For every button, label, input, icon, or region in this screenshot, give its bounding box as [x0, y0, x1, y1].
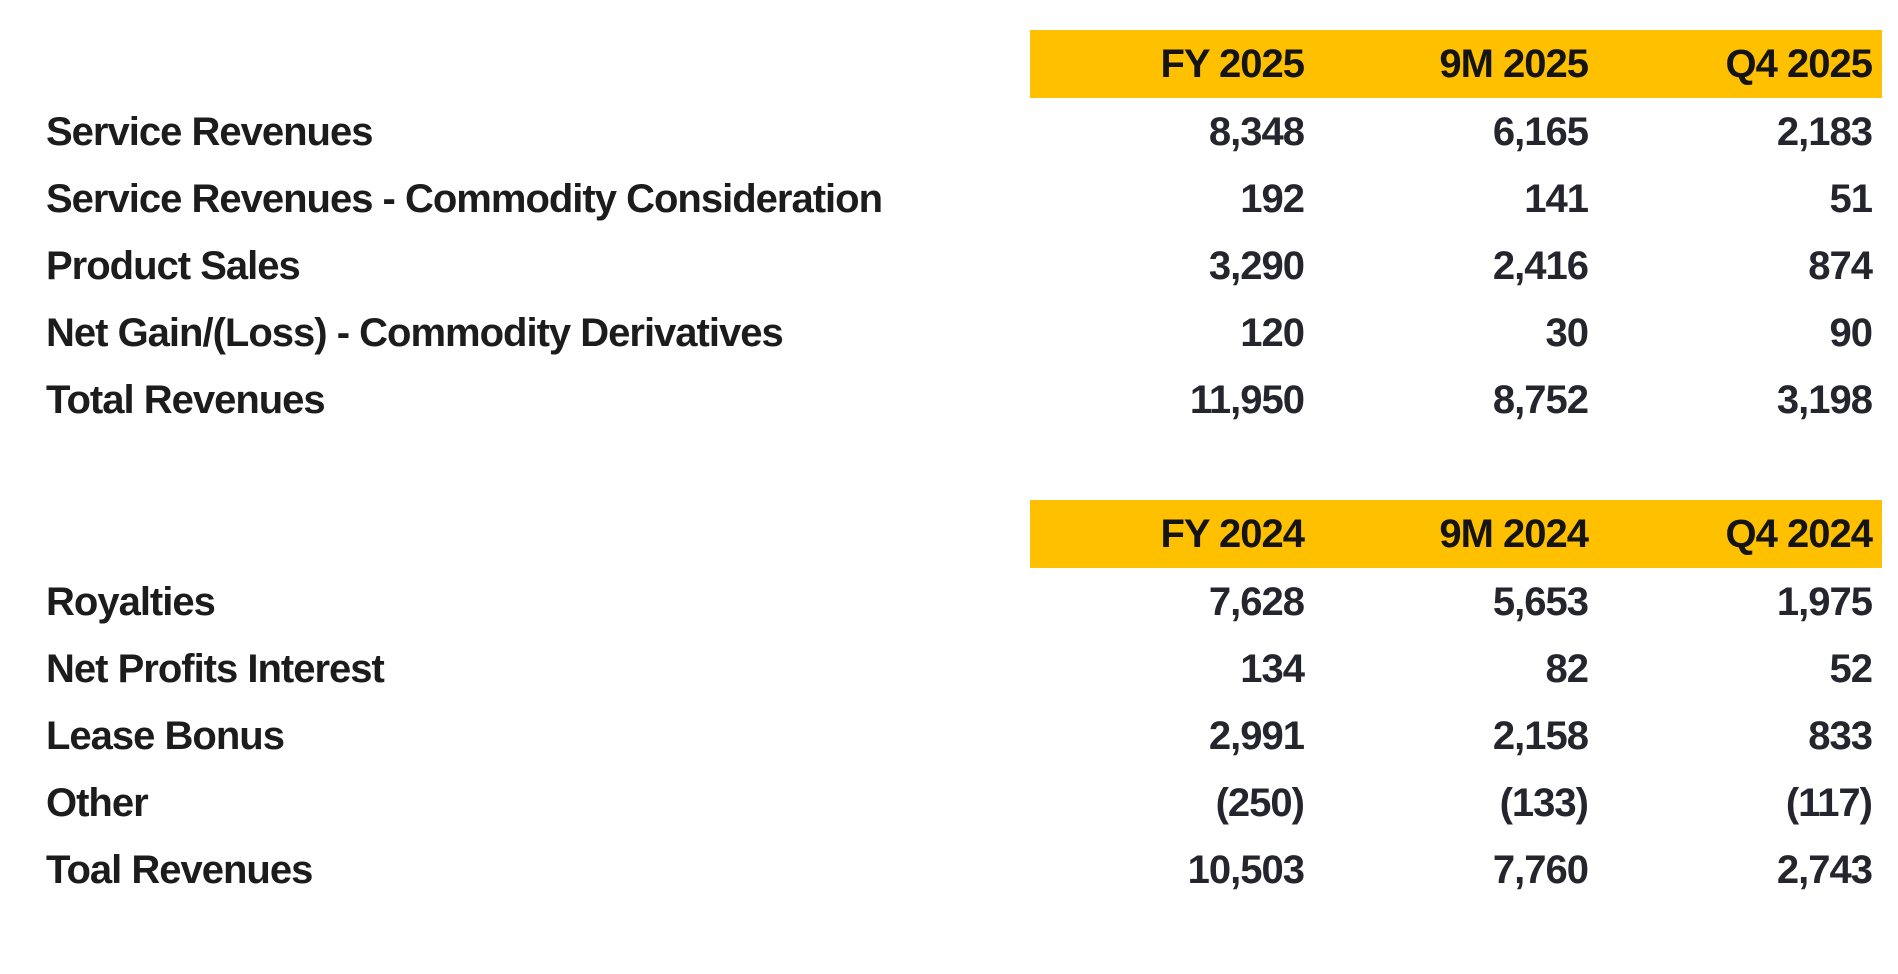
cell-value: 141 — [1524, 176, 1589, 221]
row-label: Lease Bonus — [46, 713, 285, 758]
row-label: Net Profits Interest — [46, 646, 385, 691]
column-header-fy-2025: FY 2025 — [1030, 30, 1314, 98]
cell-value: 1,975 — [1776, 579, 1873, 624]
cell-value: 192 — [1240, 176, 1305, 221]
table-row-total: Toal Revenues 10,503 7,760 2,743 — [46, 836, 1898, 903]
cell-value: 2,183 — [1776, 109, 1873, 154]
table-row: Product Sales 3,290 2,416 874 — [46, 232, 1898, 299]
table-header-row: FY 2025 9M 2025 Q4 2025 — [46, 30, 1898, 98]
table-row: Other (250) (133) (117) — [46, 769, 1898, 836]
row-label: Service Revenues — [46, 109, 373, 154]
column-header-q4-2024: Q4 2024 — [1598, 500, 1882, 568]
cell-value: (133) — [1499, 780, 1589, 825]
cell-value: 51 — [1829, 176, 1874, 221]
row-label: Service Revenues - Commodity Considerati… — [46, 176, 883, 221]
table-gap — [46, 433, 1898, 500]
cell-value: 3,290 — [1208, 243, 1305, 288]
table-header-row: FY 2024 9M 2024 Q4 2024 — [46, 500, 1898, 568]
row-label: Product Sales — [46, 243, 301, 288]
row-label: Royalties — [46, 579, 216, 624]
cell-value: 30 — [1545, 310, 1590, 355]
cell-value: 120 — [1240, 310, 1305, 355]
cell-value: 7,760 — [1492, 847, 1589, 892]
cell-value: 5,653 — [1492, 579, 1589, 624]
table-row: Service Revenues 8,348 6,165 2,183 — [46, 98, 1898, 165]
table-row: Net Gain/(Loss) - Commodity Derivatives … — [46, 299, 1898, 366]
row-label: Total Revenues — [46, 377, 326, 422]
row-label: Net Gain/(Loss) - Commodity Derivatives — [46, 310, 784, 355]
table-row: Royalties 7,628 5,653 1,975 — [46, 568, 1898, 635]
revenue-table-2025: FY 2025 9M 2025 Q4 2025 Service Revenues… — [46, 30, 1898, 433]
cell-value: 11,950 — [1189, 377, 1305, 422]
column-header-fy-2024: FY 2024 — [1030, 500, 1314, 568]
table-row: Lease Bonus 2,991 2,158 833 — [46, 702, 1898, 769]
cell-value: (117) — [1785, 780, 1873, 825]
row-label: Other — [46, 780, 149, 825]
cell-value: 6,165 — [1492, 109, 1589, 154]
table-row-total: Total Revenues 11,950 8,752 3,198 — [46, 366, 1898, 433]
cell-value: 8,348 — [1208, 109, 1305, 154]
row-label: Toal Revenues — [46, 847, 313, 892]
column-header-9m-2024: 9M 2024 — [1314, 500, 1598, 568]
cell-value: 2,158 — [1492, 713, 1589, 758]
table-row: Net Profits Interest 134 82 52 — [46, 635, 1898, 702]
cell-value: 874 — [1808, 243, 1873, 288]
cell-value: 3,198 — [1776, 377, 1873, 422]
cell-value: 7,628 — [1208, 579, 1305, 624]
revenue-table-2024: FY 2024 9M 2024 Q4 2024 Royalties 7,628 … — [46, 500, 1898, 903]
column-header-9m-2025: 9M 2025 — [1314, 30, 1598, 98]
table-row: Service Revenues - Commodity Considerati… — [46, 165, 1898, 232]
cell-value: 2,416 — [1492, 243, 1589, 288]
cell-value: 8,752 — [1492, 377, 1589, 422]
column-header-q4-2025: Q4 2025 — [1598, 30, 1882, 98]
cell-value: 833 — [1808, 713, 1873, 758]
cell-value: (250) — [1215, 780, 1305, 825]
cell-value: 2,991 — [1208, 713, 1305, 758]
cell-value: 82 — [1545, 646, 1590, 691]
cell-value: 134 — [1240, 646, 1305, 691]
cell-value: 52 — [1829, 646, 1874, 691]
cell-value: 2,743 — [1776, 847, 1873, 892]
cell-value: 90 — [1829, 310, 1874, 355]
cell-value: 10,503 — [1187, 847, 1305, 892]
